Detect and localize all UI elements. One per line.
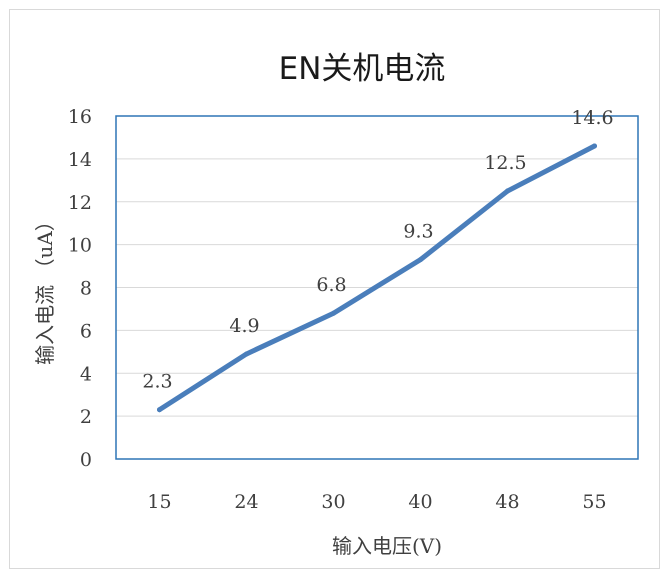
data-labels: 2.3 4.9 6.8 9.3 12.5 14.6 bbox=[142, 107, 613, 393]
x-tick-label: 48 bbox=[495, 491, 519, 513]
y-tick-label: 6 bbox=[80, 320, 92, 342]
x-tick-label: 24 bbox=[234, 491, 258, 513]
data-point bbox=[418, 257, 423, 263]
y-tick-label: 2 bbox=[80, 406, 92, 428]
y-tick-label: 8 bbox=[80, 278, 92, 300]
data-label: 2.3 bbox=[142, 371, 172, 393]
y-axis-ticks: 0 2 4 6 8 10 12 14 16 bbox=[68, 106, 92, 471]
series-group bbox=[157, 143, 597, 413]
y-tick-label: 16 bbox=[68, 106, 92, 128]
series-line bbox=[157, 143, 597, 413]
y-tick-label: 10 bbox=[68, 235, 92, 257]
chart-frame bbox=[9, 9, 660, 569]
x-axis-label: 输入电压(V) bbox=[332, 534, 442, 558]
y-tick-label: 4 bbox=[80, 363, 92, 385]
data-point bbox=[157, 407, 162, 413]
y-axis-label: 输入电流 （uA） bbox=[33, 211, 57, 365]
data-point bbox=[244, 351, 249, 357]
plot-area-border bbox=[115, 115, 639, 460]
data-label: 12.5 bbox=[484, 152, 526, 174]
y-tick-label: 12 bbox=[68, 192, 92, 214]
x-axis-ticks: 15 24 30 40 48 55 bbox=[147, 491, 606, 513]
y-tick-label: 0 bbox=[80, 449, 92, 471]
x-tick-label: 40 bbox=[408, 491, 432, 513]
data-point bbox=[331, 310, 336, 316]
data-label: 6.8 bbox=[316, 274, 346, 296]
data-label: 9.3 bbox=[403, 221, 433, 243]
y-tick-label: 14 bbox=[68, 149, 92, 171]
data-label: 4.9 bbox=[229, 315, 259, 337]
x-tick-label: 30 bbox=[321, 491, 345, 513]
gridlines bbox=[116, 158, 638, 417]
data-label: 14.6 bbox=[571, 107, 613, 129]
data-point bbox=[592, 143, 597, 149]
x-tick-label: 15 bbox=[147, 491, 171, 513]
x-tick-label: 55 bbox=[582, 491, 606, 513]
data-point bbox=[505, 188, 510, 194]
chart-title: EN关机电流 bbox=[279, 51, 446, 87]
